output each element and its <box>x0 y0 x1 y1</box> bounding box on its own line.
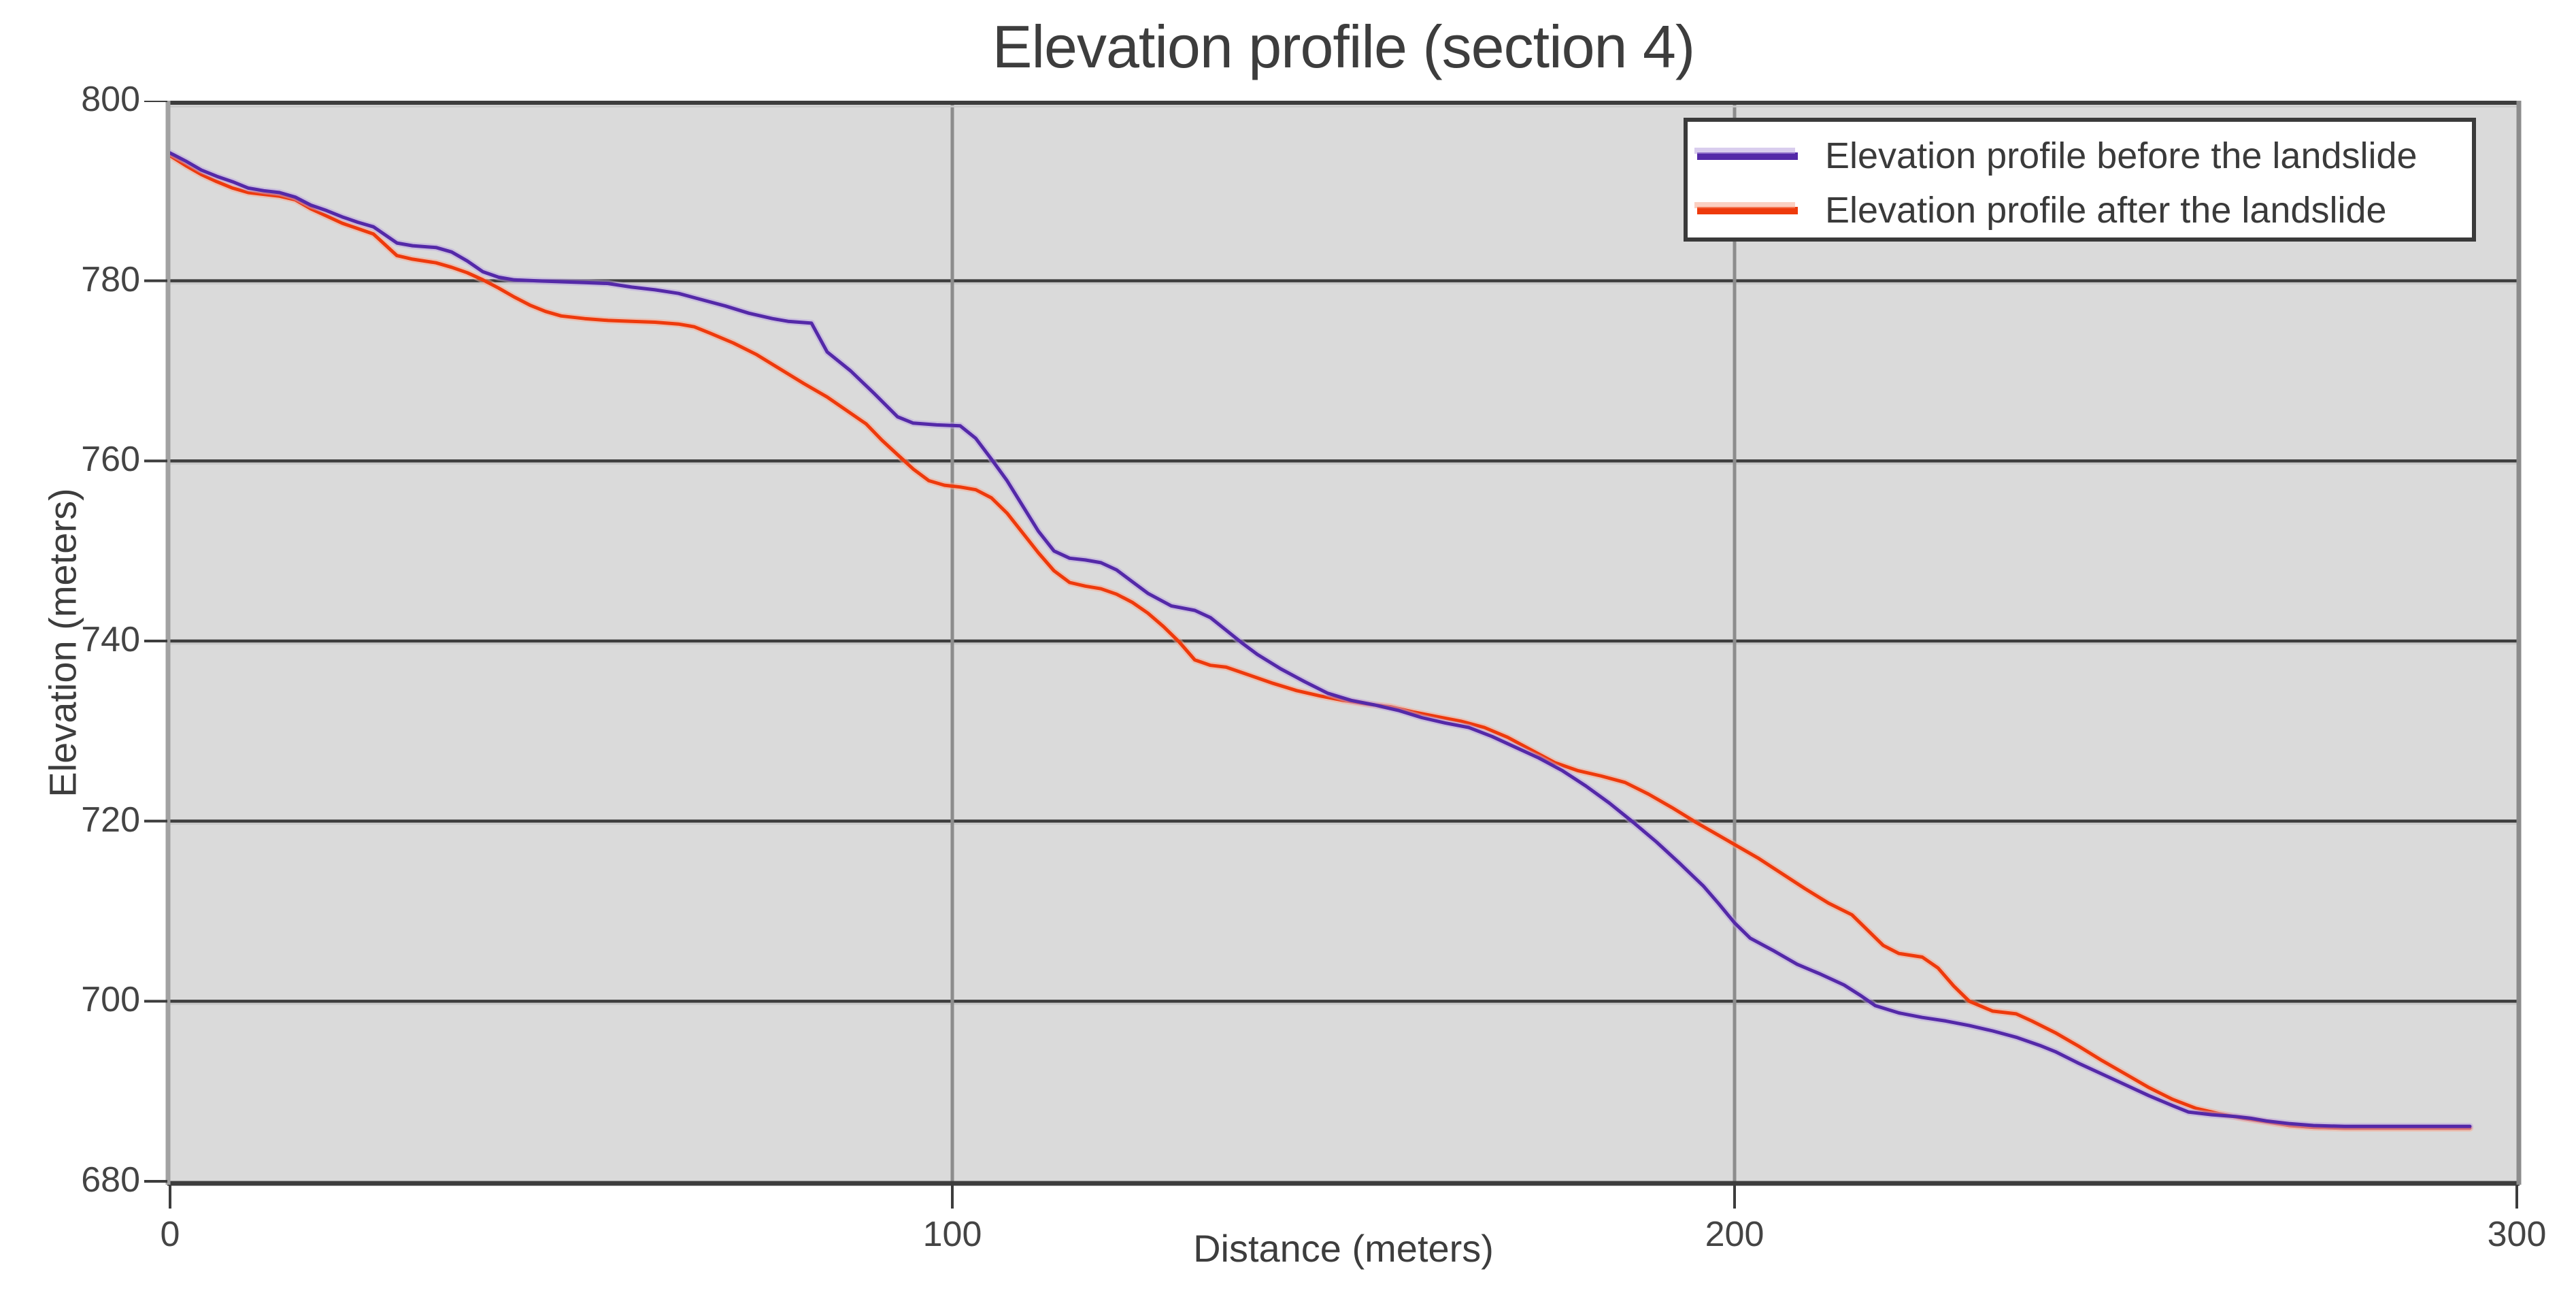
legend-line-swatch <box>1694 201 1798 214</box>
x-tick-label: 200 <box>1705 1215 1764 1254</box>
legend-label: Elevation profile after the landslide <box>1825 190 2387 231</box>
chart-title: Elevation profile (section 4) <box>992 13 1695 80</box>
plot-area <box>144 101 2522 1209</box>
series-group <box>170 149 2473 1132</box>
y-tick-label: 760 <box>81 440 140 480</box>
legend-label: Elevation profile before the landslide <box>1825 135 2418 176</box>
series-line <box>170 154 2472 1130</box>
legend: Elevation profile before the landslide El… <box>1684 118 2476 242</box>
y-tick-label: 680 <box>81 1160 140 1200</box>
y-tick-label: 720 <box>81 800 140 840</box>
y-tick-label: 700 <box>81 980 140 1020</box>
legend-swatch-halo <box>1694 147 1795 154</box>
series-line <box>170 151 2472 1128</box>
y-tick-label: 780 <box>81 259 140 299</box>
x-tick-label: 0 <box>160 1215 180 1254</box>
y-tick-label: 740 <box>81 620 140 659</box>
legend-line-swatch <box>1694 147 1798 160</box>
legend-swatch-halo <box>1694 201 1795 208</box>
x-axis-title: Distance (meters) <box>1193 1227 1494 1270</box>
x-tick-label: 100 <box>922 1215 982 1254</box>
legend-item: Elevation profile after the landslide <box>1694 183 2472 237</box>
y-tick-label: 800 <box>81 80 140 119</box>
x-tick-label: 300 <box>2487 1215 2547 1254</box>
legend-item: Elevation profile before the landslide <box>1694 129 2472 183</box>
y-axis-title: Elevation (meters) <box>41 488 84 798</box>
